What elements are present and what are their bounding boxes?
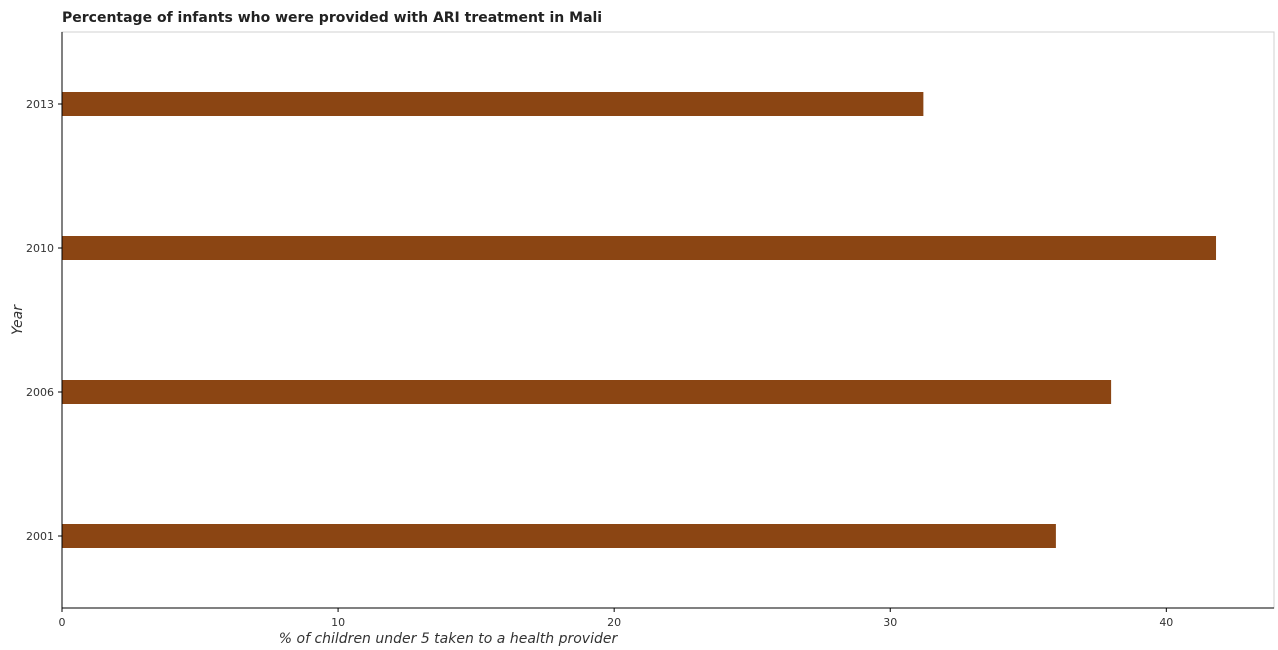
x-tick-label: 40 [1159,616,1173,629]
y-tick-label: 2001 [26,530,54,543]
y-tick-label: 2013 [26,98,54,111]
bar-2010 [62,236,1217,260]
x-ticks-layer: 0 10 20 30 40 [59,608,1173,629]
x-axis-label: % of children under 5 taken to a health … [279,631,619,647]
y-axis-label: Year [10,304,26,335]
x-tick-label: 30 [883,616,897,629]
bar-2001 [62,524,1056,548]
y-ticks-layer: 2001 2006 2010 2013 [26,98,62,543]
chart-title: Percentage of infants who were provided … [62,10,603,26]
x-tick-label: 10 [331,616,345,629]
y-tick-label: 2010 [26,242,54,255]
bar-2013 [62,92,924,116]
plot-frame [61,31,1275,609]
bar-2006 [62,380,1112,404]
y-tick-label: 2006 [26,386,54,399]
x-tick-label: 0 [59,616,66,629]
bars-layer [62,92,1217,548]
x-tick-label: 20 [607,616,621,629]
